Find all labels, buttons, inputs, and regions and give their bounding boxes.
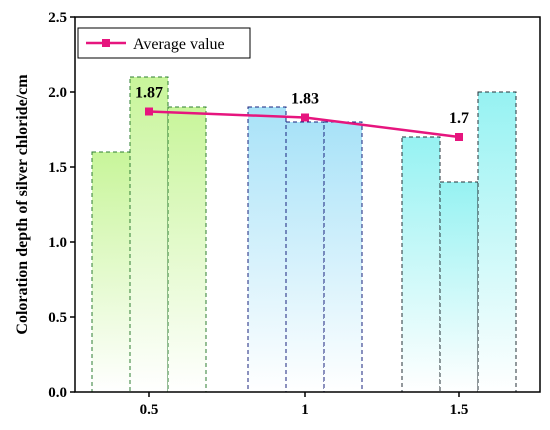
legend-marker-swatch [102,39,110,47]
average-marker [301,113,309,122]
average-marker [145,107,153,116]
data-labels-layer: 1.87 1.83 1.7 [135,85,469,128]
y-tick-label: 1.5 [48,160,67,176]
x-tick-label: 1.5 [450,402,469,418]
y-tick-label: 1.0 [48,235,67,251]
x-tick-label: 1 [301,402,309,418]
y-tick-label: 2.0 [48,85,67,101]
plot-frame [74,16,541,393]
bar-0.5-1 [91,151,131,393]
legend: Average value [77,27,251,59]
y-tick-label: 0.0 [48,385,67,401]
axes-layer [74,16,541,393]
data-label-average: 1.7 [449,110,469,127]
bar-0.5-2 [129,76,169,393]
y-tick-label: 0.5 [48,310,67,326]
average-line-layer [145,107,463,141]
bar-1.5-1 [401,136,441,393]
legend-label-average-value: Average value [133,36,225,53]
bar-1-1 [247,106,287,393]
average-marker [455,133,463,141]
bar-0.5-3 [167,106,207,393]
ticks-layer: 0.0 0.5 1.0 1.5 2.0 2.5 0.5 1 1.5 [48,10,468,418]
y-axis-label: Coloration depth of silver chloride/cm [14,74,31,335]
bar-1.5-2 [439,181,479,393]
bar-1-2 [285,121,325,393]
x-tick-label: 0.5 [140,402,159,418]
bar-1.5-3 [477,91,517,393]
bar-1-3 [323,121,363,393]
data-label-average: 1.87 [135,85,163,102]
data-label-average: 1.83 [291,91,319,108]
bars-layer [91,76,517,393]
y-tick-label: 2.5 [48,10,67,26]
legend-box [77,27,251,59]
